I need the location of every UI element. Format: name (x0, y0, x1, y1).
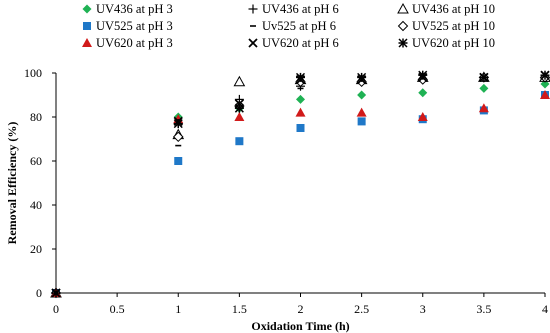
data-point (540, 70, 550, 80)
legend: UV436 at pH 3 UV436 at pH 6 UV436 at pH 10… (82, 2, 495, 50)
series (52, 91, 549, 297)
legend-label: UV436 at pH 6 (262, 2, 339, 16)
data-point (479, 83, 489, 93)
series (51, 70, 550, 298)
legend-marker (398, 38, 408, 48)
series (50, 72, 550, 299)
data-point (357, 90, 367, 100)
y-axis-label: Removal Efficiency (%) (5, 122, 19, 245)
legend-label: UV525 at pH 10 (412, 19, 495, 33)
x-tick-label: 1.5 (232, 302, 247, 316)
legend-marker (397, 20, 409, 32)
legend-marker (397, 2, 409, 14)
data-point (540, 90, 550, 99)
legend-item: UV436 at pH 6 (248, 2, 339, 16)
data-point (418, 88, 428, 98)
data-point (295, 107, 306, 117)
legend-label: UV436 at pH 3 (96, 2, 173, 16)
legend-label: UV525 at pH 3 (96, 19, 173, 33)
legend-label: UV436 at pH 10 (412, 2, 495, 16)
x-tick-label: 3 (420, 302, 426, 316)
legend-item: UV620 at pH 10 (398, 36, 495, 50)
data-point (478, 103, 489, 113)
data-point (357, 72, 367, 82)
data-point (173, 119, 183, 129)
data-point (234, 103, 244, 113)
legend-marker (82, 38, 92, 47)
legend-item: UV620 at pH 6 (248, 36, 339, 50)
y-tick-label: 100 (24, 66, 42, 80)
x-tick-label: 2 (298, 302, 304, 316)
data-point (357, 117, 366, 126)
legend-item: UV436 at pH 10 (397, 2, 495, 16)
legend-label: Uv525 at pH 6 (262, 19, 336, 33)
data-point (296, 124, 305, 132)
series (51, 70, 550, 298)
data-point (173, 131, 184, 143)
x-tick-label: 2.5 (354, 302, 369, 316)
y-tick-label: 80 (30, 110, 42, 124)
legend-marker (83, 22, 91, 30)
legend-item: UV620 at pH 3 (82, 36, 173, 50)
legend-marker (248, 38, 258, 48)
x-axis-label: Oxidation Time (h) (251, 319, 349, 333)
data-point (174, 157, 183, 165)
data-point (51, 288, 61, 298)
legend-item: UV525 at pH 3 (83, 19, 173, 33)
legend-marker (248, 4, 258, 14)
data-point (234, 112, 245, 121)
legend-marker (82, 4, 92, 14)
legend-label: UV620 at pH 6 (262, 36, 339, 50)
legend-item: Uv525 at pH 6 (250, 19, 336, 33)
data-point (235, 137, 244, 146)
data-point (418, 70, 428, 80)
data-point (233, 75, 246, 87)
series (51, 90, 550, 297)
data-point (417, 112, 428, 121)
data-points (50, 70, 550, 299)
legend-label: UV620 at pH 10 (412, 36, 495, 50)
data-point (356, 107, 367, 117)
x-tick-label: 3.5 (476, 302, 491, 316)
y-tick-label: 0 (36, 286, 42, 300)
y-tick-label: 60 (30, 154, 42, 168)
y-tick-label: 40 (30, 198, 42, 212)
series (51, 72, 550, 298)
legend-label: UV620 at pH 3 (96, 36, 173, 50)
series (50, 71, 550, 298)
x-tick-label: 1 (175, 302, 181, 316)
x-tick-label: 0 (53, 302, 59, 316)
legend-item: UV436 at pH 3 (82, 2, 173, 16)
axes: 0 20 40 60 80 100 0 0.5 1 1.5 2 2.5 3 3.5 4 Oxidation T… (5, 66, 548, 333)
data-point (296, 94, 305, 104)
data-point (295, 72, 306, 82)
legend-item: UV525 at pH 10 (397, 19, 495, 33)
x-tick-label: 0.5 (110, 302, 125, 316)
data-point (479, 72, 489, 82)
y-tick-label: 20 (30, 242, 42, 256)
x-tick-label: 4 (542, 302, 548, 316)
